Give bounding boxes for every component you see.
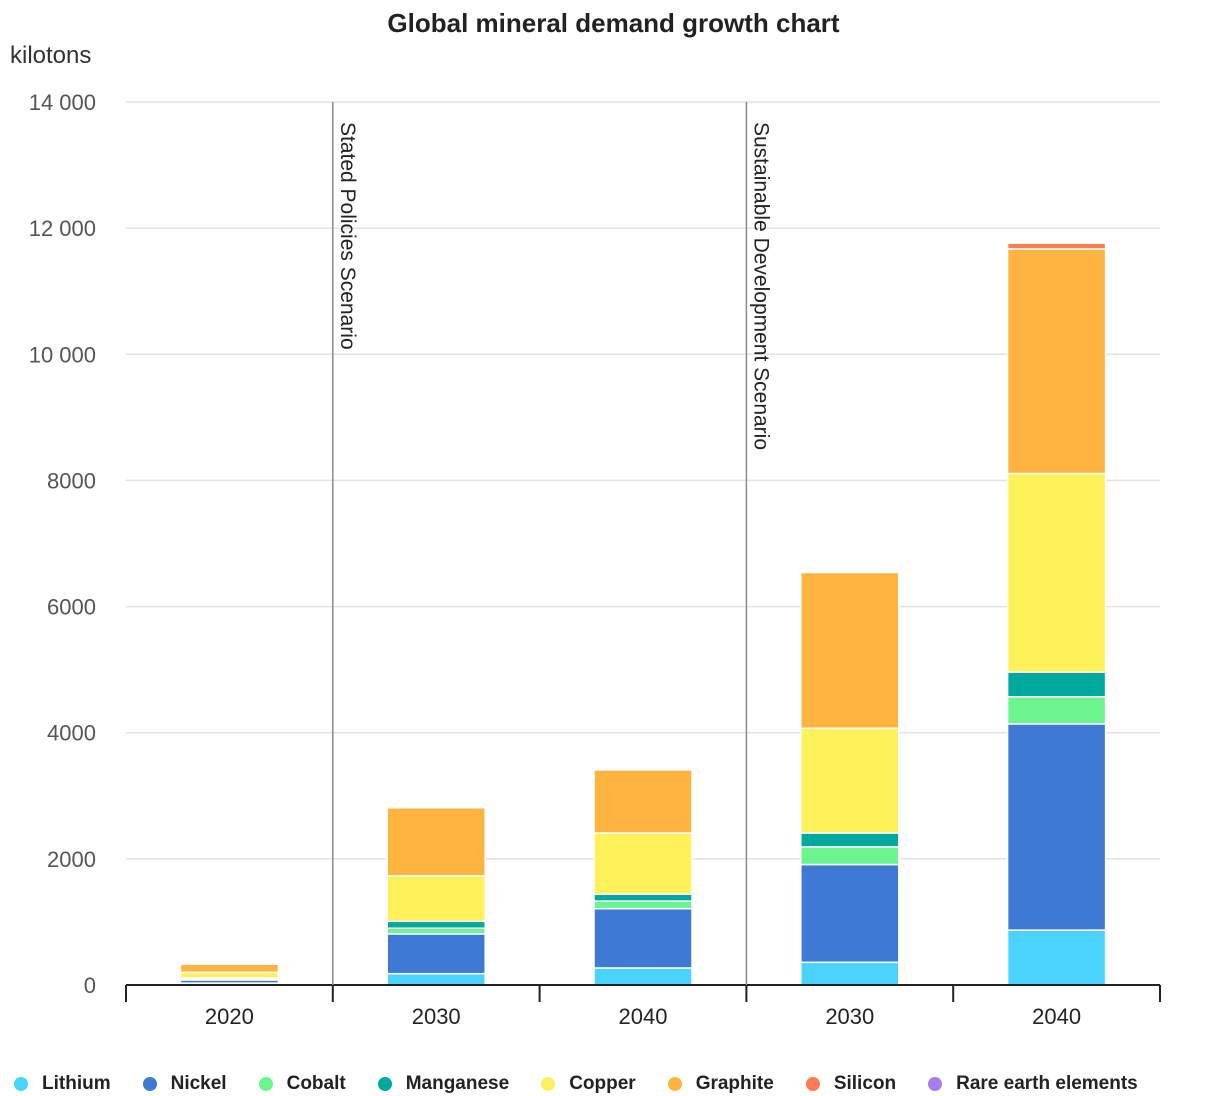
x-tick-label: 2030	[412, 1004, 461, 1029]
legend-label: Rare earth elements	[956, 1073, 1138, 1094]
legend-label: Nickel	[170, 1073, 227, 1094]
legend-label: Copper	[569, 1073, 636, 1094]
bar-segment-nickel	[386, 933, 486, 975]
bar-segment-nickel	[593, 907, 693, 969]
bar-segment-graphite	[386, 807, 486, 877]
legend: Lithium Nickel Cobalt Manganese Copper Graphi…	[14, 1072, 1227, 1096]
legend-marker	[377, 1077, 392, 1091]
legend-label: Silicon	[833, 1073, 897, 1094]
y-axis-ticks: 0 2000 4000 6000 8000 10 000 12 000 14 000	[29, 90, 96, 998]
bars	[179, 242, 1107, 986]
bar-segment-silicon	[1006, 242, 1107, 250]
y-tick-label: 8000	[47, 468, 96, 493]
bar-segment-nickel	[1006, 723, 1107, 931]
y-tick-label: 12 000	[29, 216, 96, 241]
unit-label: kilotons	[10, 42, 92, 69]
legend-marker	[805, 1077, 820, 1091]
bar-segment-cobalt	[386, 927, 486, 935]
bar-segment-copper	[800, 727, 900, 834]
bar-segment-cobalt	[593, 900, 693, 910]
bar-segment-manganese	[1006, 671, 1107, 698]
legend-item-manganese[interactable]: Manganese	[377, 1073, 510, 1095]
bar-segment-graphite	[1006, 248, 1107, 475]
chart-title: Global mineral demand growth chart	[387, 8, 840, 38]
y-tick-label: 14 000	[29, 90, 96, 115]
bar-segment-graphite	[800, 571, 900, 730]
x-tick-label: 2030	[825, 1004, 874, 1029]
x-axis-labels: 2020 2030 2040 2030 2040	[205, 1004, 1081, 1029]
legend-marker	[541, 1077, 556, 1091]
legend-item-silicon[interactable]: Silicon	[805, 1073, 897, 1095]
legend-label: Cobalt	[286, 1073, 346, 1094]
x-tick-label: 2040	[619, 1004, 668, 1029]
bar-segment-copper	[593, 832, 693, 895]
y-tick-label: 2000	[47, 847, 96, 872]
legend-marker	[928, 1077, 943, 1091]
bar-segment-graphite	[179, 963, 280, 974]
x-tick-label: 2040	[1032, 1004, 1081, 1029]
legend-label: Lithium	[42, 1073, 111, 1094]
scenario-dividers: Stated Policies Scenario Sustainable Deve…	[332, 102, 772, 985]
legend-item-nickel[interactable]: Nickel	[142, 1073, 227, 1095]
bar-segment-nickel	[800, 863, 900, 964]
legend-item-graphite[interactable]: Graphite	[667, 1073, 774, 1095]
scenario-label: Sustainable Development Scenario	[749, 122, 772, 450]
x-axis	[125, 984, 1161, 1002]
legend-label: Manganese	[405, 1073, 510, 1094]
bar-segment-manganese	[386, 920, 486, 929]
legend-marker	[667, 1077, 682, 1091]
bar-segment-cobalt	[1006, 696, 1107, 725]
grid-lines	[126, 101, 1160, 860]
y-tick-label: 0	[84, 973, 96, 998]
y-tick-label: 10 000	[29, 342, 96, 367]
legend-item-copper[interactable]: Copper	[541, 1073, 636, 1095]
scenario-label: Stated Policies Scenario	[336, 122, 359, 350]
legend-marker	[258, 1077, 273, 1091]
bar-segment-copper	[386, 875, 486, 923]
bar-segment-lithium	[1006, 929, 1107, 986]
legend-label: Graphite	[695, 1073, 774, 1094]
stacked-bar-chart: 0 2000 4000 6000 8000 10 000 12 000 14 000 2020…	[29, 90, 1161, 1029]
legend-marker	[14, 1077, 28, 1091]
bar-segment-lithium	[800, 961, 900, 986]
bar-segment-graphite	[593, 769, 693, 834]
bar-segment-cobalt	[800, 846, 900, 866]
x-tick-label: 2020	[205, 1004, 254, 1029]
bar-segment-manganese	[800, 832, 900, 848]
legend-item-rare-earth-elements[interactable]: Rare earth elements	[928, 1073, 1138, 1095]
bar-segment-lithium	[593, 967, 693, 986]
legend-item-lithium[interactable]: Lithium	[14, 1073, 111, 1095]
bar-segment-manganese	[593, 893, 693, 902]
y-tick-label: 4000	[47, 721, 96, 746]
legend-item-cobalt[interactable]: Cobalt	[258, 1073, 346, 1095]
legend-marker	[142, 1077, 157, 1091]
bar-segment-lithium	[386, 972, 486, 986]
bar-segment-copper	[179, 971, 280, 979]
y-tick-label: 6000	[47, 595, 96, 620]
bar-segment-copper	[1006, 472, 1107, 673]
